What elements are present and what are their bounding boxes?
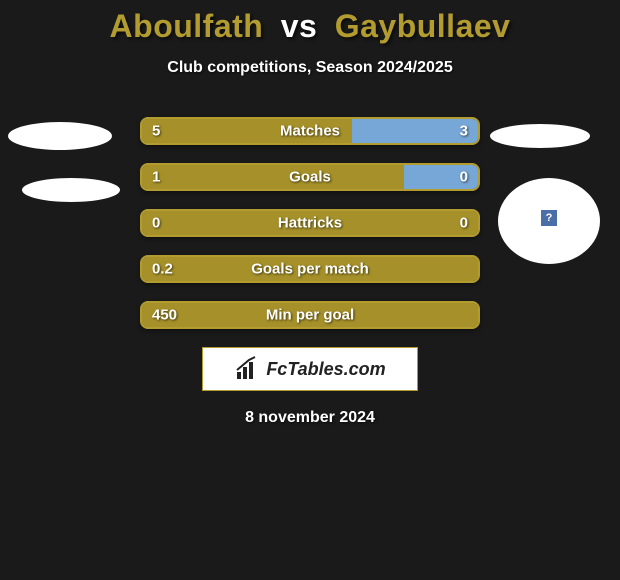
right-decoration-1	[490, 124, 590, 148]
stat-bar: 5 3 Matches	[140, 117, 480, 145]
comparison-title: Aboulfath vs Gaybullaev	[0, 0, 620, 45]
left-decoration-2	[22, 178, 120, 202]
stat-bar: 0 0 Hattricks	[140, 209, 480, 237]
stat-bar: 450 Min per goal	[140, 301, 480, 329]
help-icon-char: ?	[546, 212, 553, 224]
stat-label: Min per goal	[266, 307, 354, 324]
brand-text: FcTables.com	[266, 359, 385, 380]
stat-right-value: 0	[460, 169, 468, 186]
stat-label: Matches	[280, 123, 340, 140]
stat-left-value: 5	[152, 123, 160, 140]
brand-box[interactable]: FcTables.com	[202, 347, 418, 391]
left-decoration-1	[8, 122, 112, 150]
player1-name: Aboulfath	[110, 8, 264, 44]
help-icon[interactable]: ?	[541, 210, 557, 226]
stat-right-value: 3	[460, 123, 468, 140]
stat-label: Goals per match	[251, 261, 369, 278]
subtitle: Club competitions, Season 2024/2025	[0, 59, 620, 77]
stat-left-value: 1	[152, 169, 160, 186]
date-text: 8 november 2024	[0, 409, 620, 427]
stat-bar: 1 0 Goals	[140, 163, 480, 191]
stat-label: Hattricks	[278, 215, 342, 232]
stats-bars: 5 3 Matches 1 0 Goals 0 0 Hattricks 0.2 Goals per …	[140, 117, 480, 329]
stat-left-value: 450	[152, 307, 177, 324]
brand-chart-icon	[234, 356, 260, 382]
vs-text: vs	[281, 8, 318, 44]
stat-label: Goals	[289, 169, 331, 186]
stat-left-value: 0.2	[152, 261, 173, 278]
stat-right-value: 0	[460, 215, 468, 232]
player2-name: Gaybullaev	[335, 8, 511, 44]
stat-bar: 0.2 Goals per match	[140, 255, 480, 283]
stat-left-value: 0	[152, 215, 160, 232]
